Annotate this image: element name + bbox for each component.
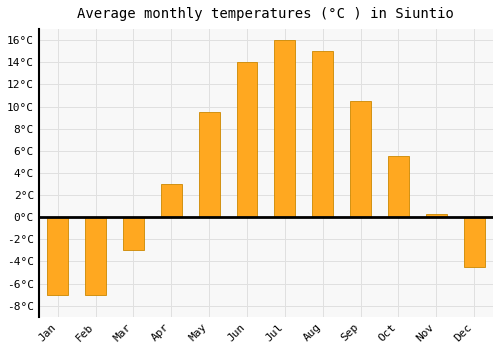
- Bar: [85, 217, 106, 295]
- Bar: [236, 62, 258, 217]
- Bar: [464, 217, 484, 267]
- Bar: [350, 101, 371, 217]
- Title: Average monthly temperatures (°C ) in Siuntio: Average monthly temperatures (°C ) in Si…: [78, 7, 454, 21]
- Bar: [274, 40, 295, 217]
- Bar: [388, 156, 409, 217]
- Bar: [312, 51, 333, 217]
- Bar: [198, 112, 220, 217]
- Bar: [123, 217, 144, 250]
- Bar: [426, 214, 446, 217]
- Bar: [161, 184, 182, 217]
- Bar: [48, 217, 68, 295]
